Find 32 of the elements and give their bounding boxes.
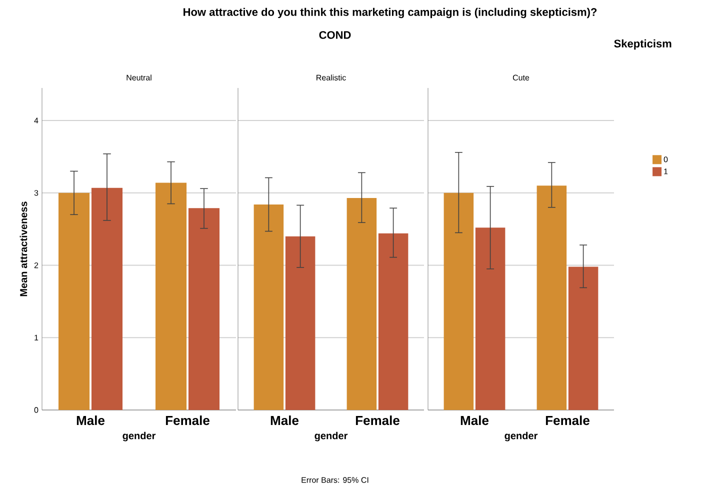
x-axis-title: gender xyxy=(504,432,538,442)
x-tick-label: Female xyxy=(166,416,210,426)
legend-label: 0 xyxy=(664,156,668,162)
x-tick-label: Female xyxy=(546,416,590,426)
bar xyxy=(285,236,316,410)
chart-title: Realistic xyxy=(316,74,346,80)
x-tick-label: Female xyxy=(356,416,400,426)
x-tick-label: Male xyxy=(76,416,105,426)
y-axis-title: Mean attractiveness xyxy=(20,202,28,296)
y-tick-label: 0 xyxy=(34,407,38,413)
bar xyxy=(346,198,377,410)
bar xyxy=(475,228,506,410)
legend-label: 1 xyxy=(664,168,668,174)
bar xyxy=(536,186,567,410)
legend-title: Skepticism xyxy=(614,39,672,50)
y-tick-label: 2 xyxy=(34,262,38,268)
chart-title: Neutral xyxy=(126,74,152,80)
x-axis-title: gender xyxy=(122,432,156,442)
y-tick-label: 4 xyxy=(34,118,38,124)
bar xyxy=(254,204,284,410)
bar xyxy=(378,233,408,410)
chart-title: Cute xyxy=(512,74,530,80)
text: How attractive do you think this marketing campaign is (including skepticism)? xyxy=(184,8,597,18)
x-axis-title: gender xyxy=(314,432,348,442)
text: Error Bars: 95% CI xyxy=(302,477,368,483)
bar xyxy=(444,192,474,410)
x-tick-label: Male xyxy=(270,416,299,426)
y-tick-label: 1 xyxy=(34,334,38,340)
x-tick-label: Male xyxy=(460,416,489,426)
bar xyxy=(568,266,598,410)
y-tick-label: 3 xyxy=(34,190,38,196)
text: COND xyxy=(319,31,351,39)
